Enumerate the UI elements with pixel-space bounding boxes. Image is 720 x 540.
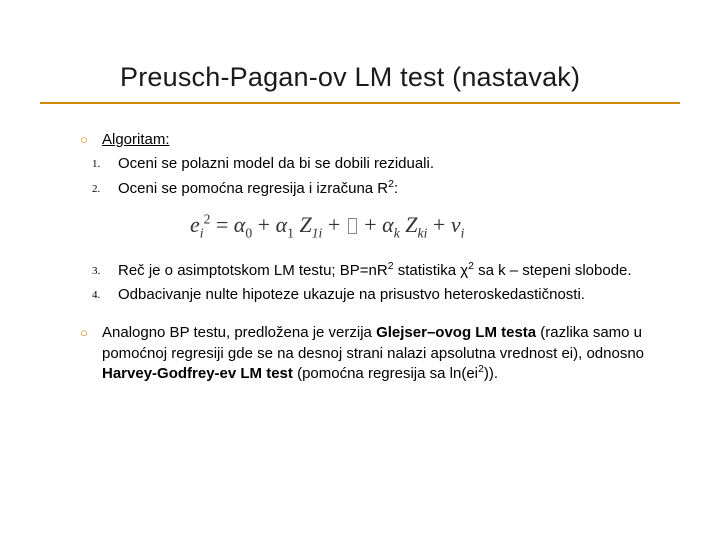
item-text: Algoritam: <box>102 130 660 150</box>
bullet-circle-icon: ○ <box>80 130 102 150</box>
item-text: Oceni se polazni model da bi se dobili r… <box>118 154 660 174</box>
list-item: 2. Oceni se pomoćna regresija i izračuna… <box>92 179 660 199</box>
bullet-number: 4. <box>92 285 118 305</box>
slide: Preusch-Pagan-ov LM test (nastavak) ○ Al… <box>0 0 720 540</box>
equation: ei2 = α0 + α1 Z1i + + αk Zki + vi <box>190 212 464 238</box>
list-item: 4. Odbacivanje nulte hipoteze ukazuje na… <box>92 285 660 305</box>
slide-body: ○ Algoritam: 1. Oceni se polazni model d… <box>80 130 660 388</box>
bullet-number: 3. <box>92 261 118 281</box>
slide-title: Preusch-Pagan-ov LM test (nastavak) <box>120 62 680 93</box>
bullet-number: 2. <box>92 179 118 199</box>
list-item: 1. Oceni se polazni model da bi se dobil… <box>92 154 660 174</box>
title-underline <box>40 102 680 104</box>
list-item: 3. Reč je o asimptotskom LM testu; BP=nR… <box>92 261 660 281</box>
item-text: Odbacivanje nulte hipoteze ukazuje na pr… <box>118 285 660 305</box>
spacer <box>80 309 660 323</box>
bullet-circle-icon: ○ <box>80 323 102 343</box>
list-item: ○ Analogno BP testu, predložena je verzi… <box>80 323 660 384</box>
item-text: Reč je o asimptotskom LM testu; BP=nR2 s… <box>118 261 660 281</box>
list-item: ○ Algoritam: <box>80 130 660 150</box>
item-text: Oceni se pomoćna regresija i izračuna R2… <box>118 179 660 199</box>
bullet-number: 1. <box>92 154 118 174</box>
ellipsis-icon <box>348 218 357 234</box>
item-text: Analogno BP testu, predložena je verzija… <box>102 323 660 384</box>
